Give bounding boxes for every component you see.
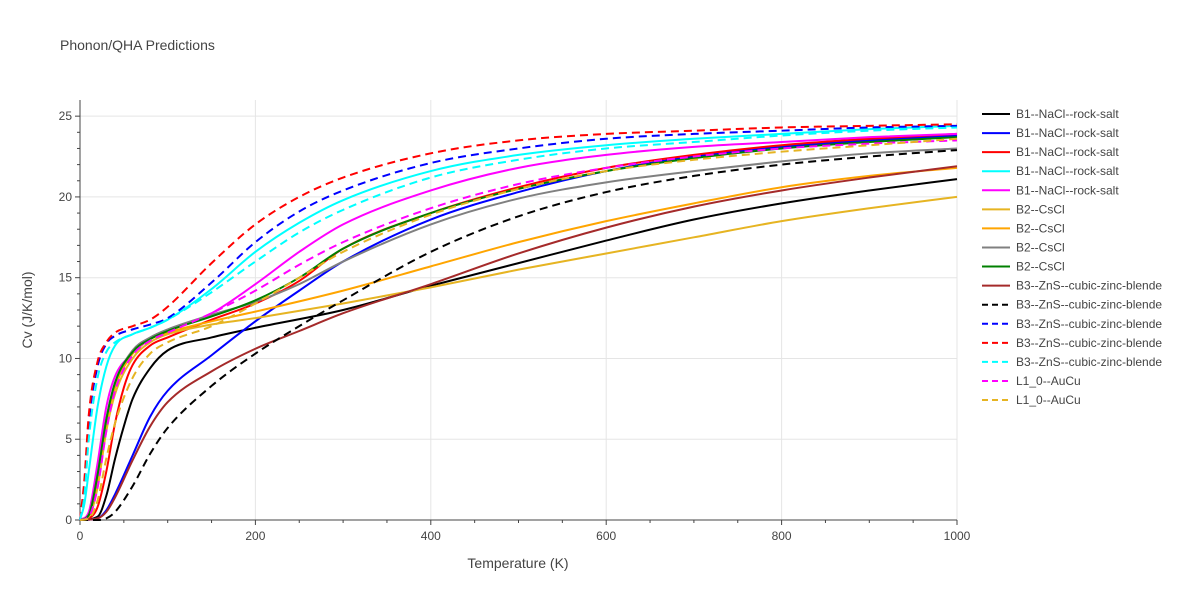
series-line-13	[79, 126, 958, 521]
legend-label: B1--NaCl--rock-salt	[1016, 164, 1119, 178]
legend-label: B3--ZnS--cubic-zinc-blende	[1016, 298, 1162, 312]
x-tick-label: 600	[596, 529, 616, 543]
series-line-4	[79, 132, 958, 521]
series-line-3	[79, 124, 958, 521]
plot-area	[79, 123, 958, 521]
legend-label: B1--NaCl--rock-salt	[1016, 107, 1119, 121]
x-tick-label: 400	[421, 529, 441, 543]
legend-item[interactable]: B1--NaCl--rock-salt	[982, 107, 1119, 121]
legend-label: B1--NaCl--rock-salt	[1016, 183, 1119, 197]
y-tick-label: 25	[59, 109, 73, 123]
legend-item[interactable]: B2--CsCl	[982, 260, 1065, 274]
legend-item[interactable]: B1--NaCl--rock-salt	[982, 126, 1119, 140]
y-axis-title: Cv (J/K/mol)	[19, 272, 35, 349]
legend-label: B3--ZnS--cubic-zinc-blende	[1016, 336, 1162, 350]
legend-label: L1_0--AuCu	[1016, 374, 1081, 388]
y-tick-label: 0	[65, 513, 72, 527]
y-tick-label: 5	[65, 432, 72, 446]
legend-item[interactable]: B1--NaCl--rock-salt	[982, 183, 1119, 197]
legend-label: B1--NaCl--rock-salt	[1016, 145, 1119, 159]
legend-item[interactable]: B3--ZnS--cubic-zinc-blende	[982, 279, 1162, 293]
series-line-11	[79, 124, 958, 521]
x-tick-label: 800	[772, 529, 792, 543]
series-line-2	[79, 132, 958, 521]
series-line-15	[79, 137, 958, 521]
legend-label: L1_0--AuCu	[1016, 393, 1081, 407]
y-tick-label: 20	[59, 190, 73, 204]
series-line-10	[80, 149, 958, 521]
legend-label: B2--CsCl	[1016, 240, 1065, 254]
legend-label: B2--CsCl	[1016, 260, 1065, 274]
x-tick-label: 200	[245, 529, 265, 543]
legend-item[interactable]: L1_0--AuCu	[982, 393, 1081, 407]
chart-title: Phonon/QHA Predictions	[60, 37, 215, 53]
series-line-12	[79, 123, 958, 521]
legend-label: B3--ZnS--cubic-zinc-blende	[1016, 317, 1162, 331]
legend-item[interactable]: B3--ZnS--cubic-zinc-blende	[982, 317, 1162, 331]
legend-item[interactable]: B3--ZnS--cubic-zinc-blende	[982, 355, 1162, 369]
legend-item[interactable]: B2--CsCl	[982, 202, 1065, 216]
legend-label: B3--ZnS--cubic-zinc-blende	[1016, 355, 1162, 369]
legend-item[interactable]: B2--CsCl	[982, 240, 1065, 254]
legend-label: B2--CsCl	[1016, 202, 1065, 216]
legend-item[interactable]: B3--ZnS--cubic-zinc-blende	[982, 336, 1162, 350]
axes: 0 200 400 600 800 1000 0 5 10 15 20 25	[59, 100, 971, 543]
legend-item[interactable]: B3--ZnS--cubic-zinc-blende	[982, 298, 1162, 312]
series-line-0	[79, 178, 958, 521]
legend-label: B3--ZnS--cubic-zinc-blende	[1016, 279, 1162, 293]
legend-label: B1--NaCl--rock-salt	[1016, 126, 1119, 140]
legend-label: B2--CsCl	[1016, 221, 1065, 235]
legend-item[interactable]: B2--CsCl	[982, 221, 1065, 235]
legend-item[interactable]: B1--NaCl--rock-salt	[982, 145, 1119, 159]
series-line-14	[79, 139, 958, 521]
y-tick-label: 15	[59, 271, 73, 285]
y-tick-label: 10	[59, 351, 73, 365]
legend-item[interactable]: B1--NaCl--rock-salt	[982, 164, 1119, 178]
legend: B1--NaCl--rock-salt B1--NaCl--rock-salt B1…	[982, 107, 1162, 407]
legend-item[interactable]: L1_0--AuCu	[982, 374, 1081, 388]
series-line-9	[79, 165, 958, 521]
x-axis-title: Temperature (K)	[467, 555, 568, 571]
x-tick-label: 1000	[944, 529, 971, 543]
x-tick-label: 0	[77, 529, 84, 543]
